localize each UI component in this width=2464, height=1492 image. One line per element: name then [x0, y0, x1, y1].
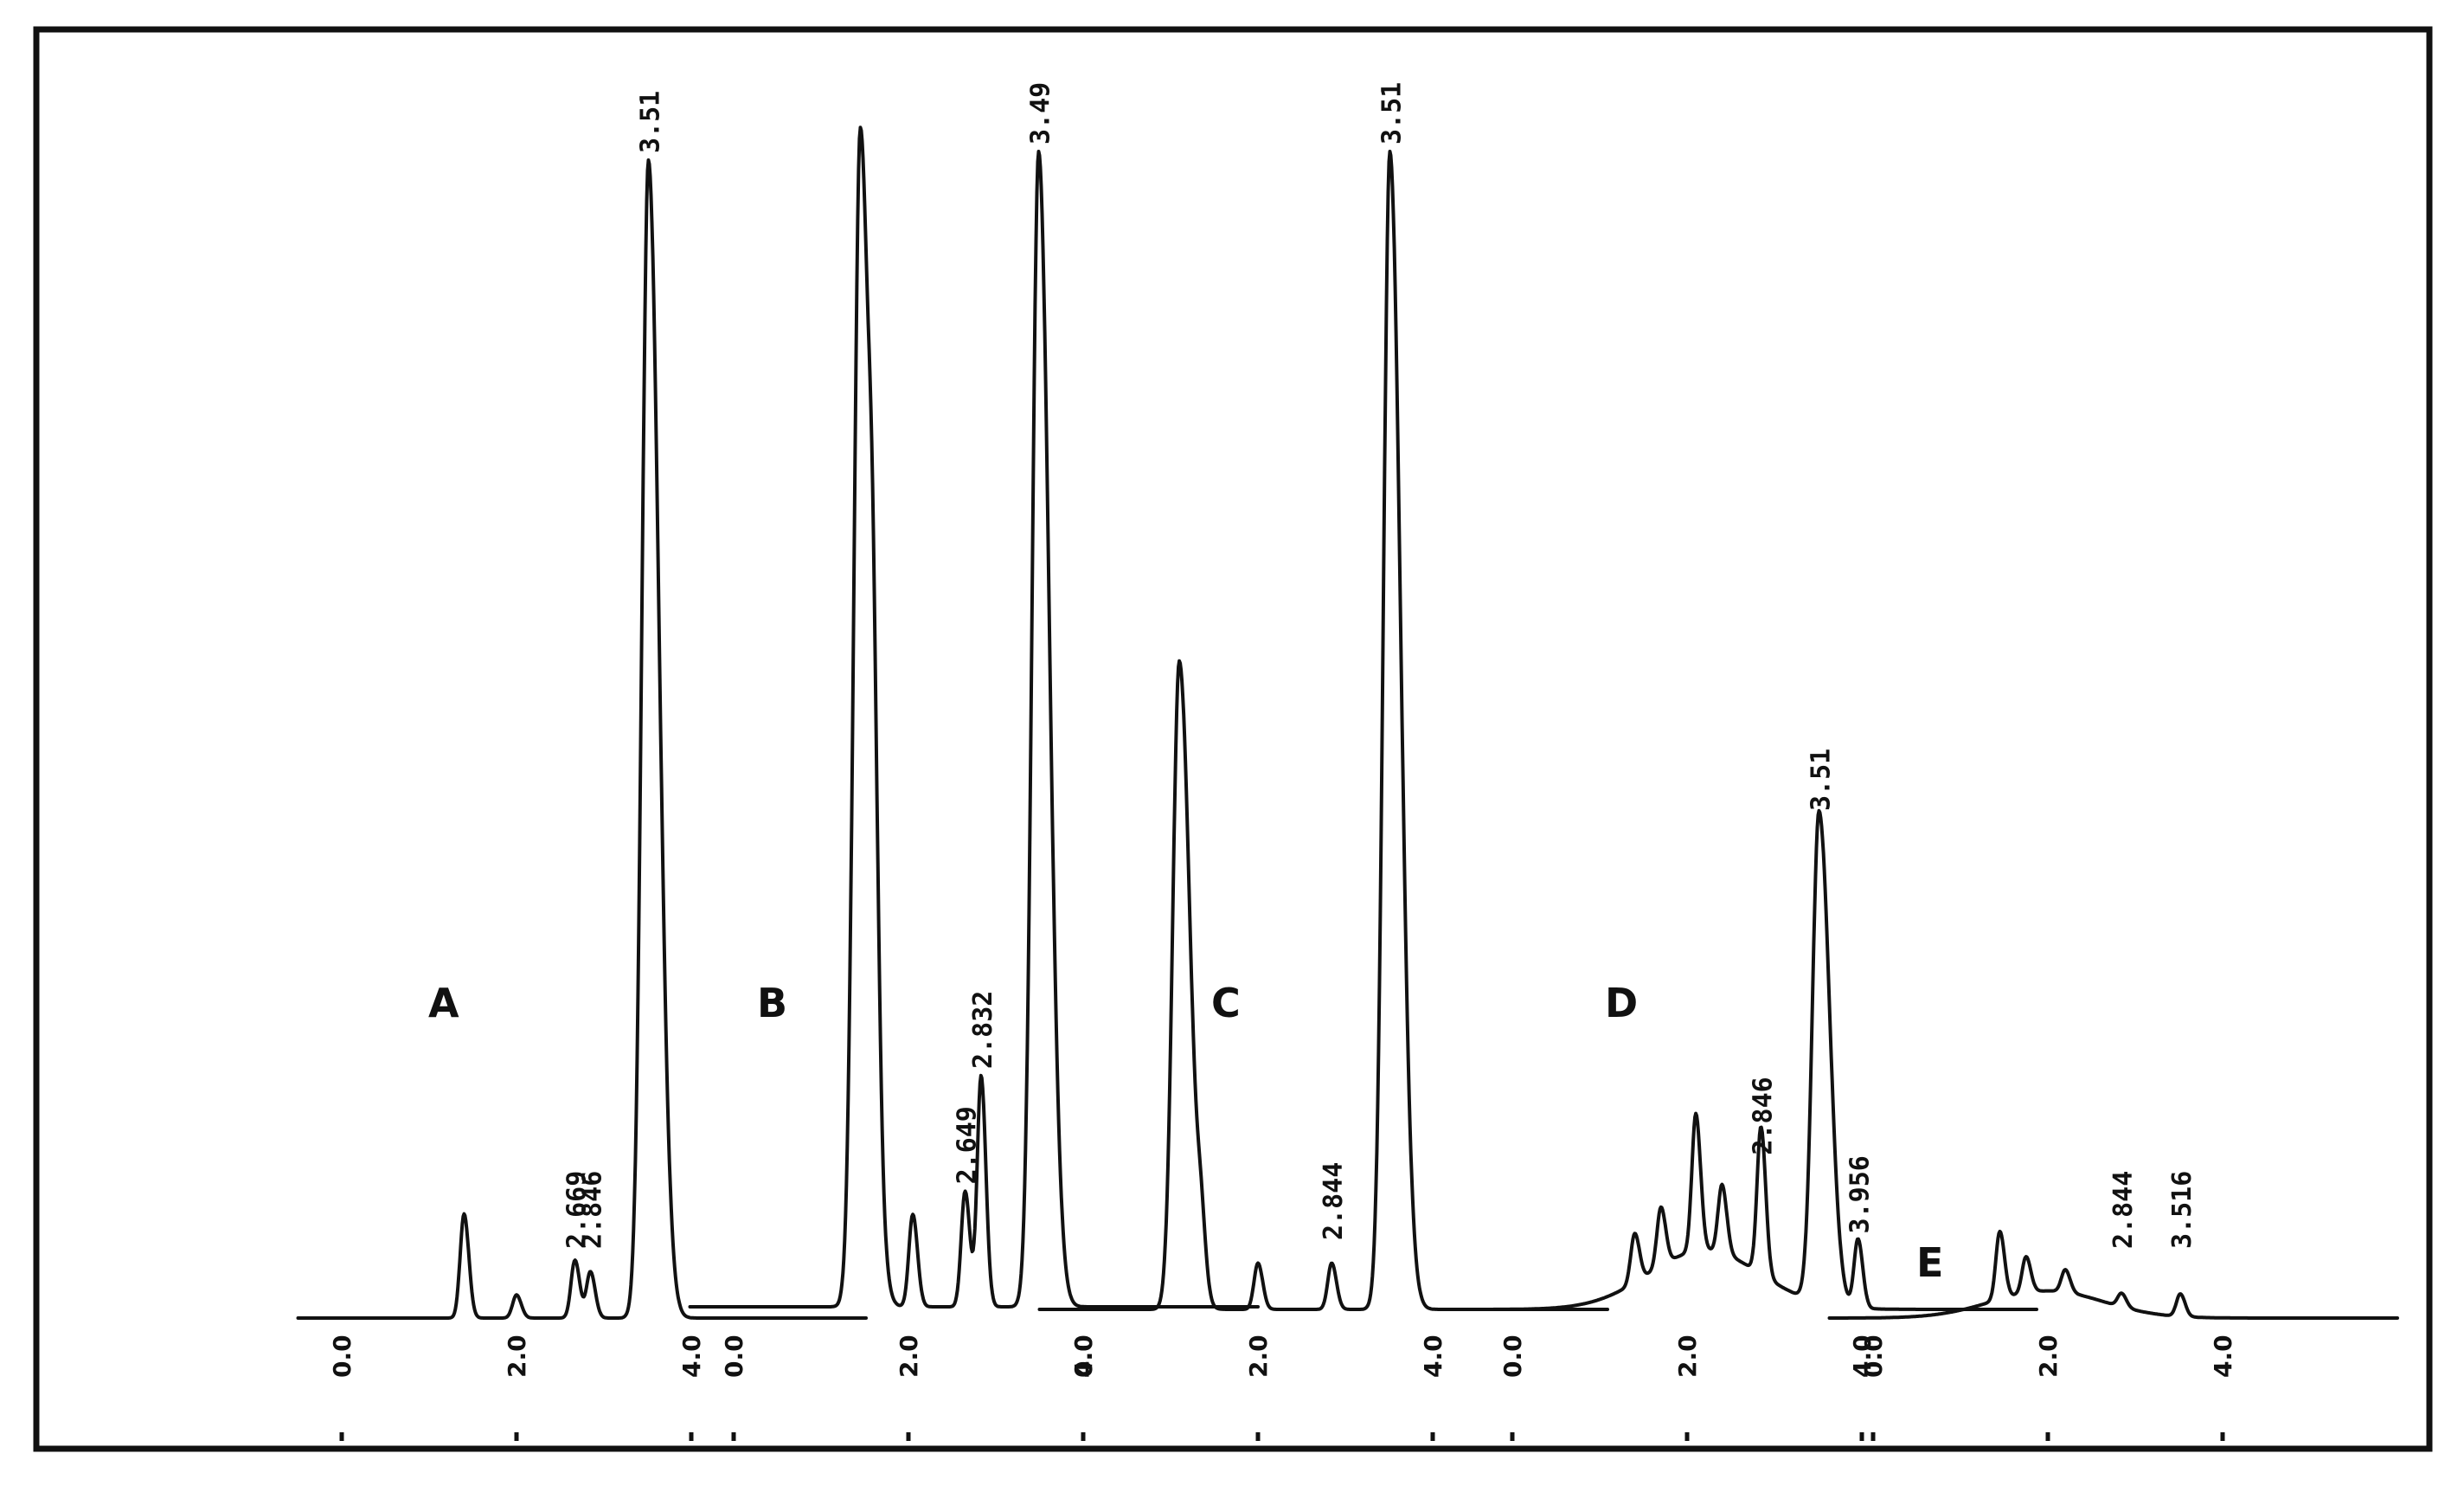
panel-label-a: A [428, 980, 459, 1026]
x-tick-label: 4.0 [1419, 1334, 1447, 1378]
x-tick-label: 0.0 [720, 1334, 748, 1378]
chromatogram-trace-b [688, 125, 1260, 1309]
peak-label: 2.846 [577, 1171, 607, 1249]
x-tick-label: 4.0 [677, 1334, 706, 1378]
x-tick-label: 0.0 [1498, 1334, 1527, 1378]
panel-label-b: B [757, 980, 787, 1026]
figure-frame [33, 26, 2433, 1452]
panel-e: E 2.844 3.516 0.0 2.0 4.0 [1827, 1171, 2399, 1441]
peak-label: 3.51 [1806, 749, 1837, 811]
peak-label: 2.846 [1748, 1077, 1778, 1154]
peak-label: 2.649 [953, 1106, 983, 1184]
panel-label-e: E [1916, 1239, 1943, 1286]
x-tick-label: 0.0 [1859, 1334, 1888, 1378]
chromatogram-trace-d [1466, 808, 2038, 1311]
x-tick-label: 2.0 [503, 1334, 531, 1378]
peak-label: 3.956 [1845, 1155, 1876, 1233]
peak-label: 2.669 [562, 1171, 593, 1249]
panel-label-c: C [1211, 980, 1241, 1026]
panel-label-d: D [1605, 980, 1638, 1026]
x-tick-label: 0.0 [328, 1334, 356, 1378]
peak-label: 3.49 [1025, 82, 1056, 145]
peak-label: 3.51 [1377, 82, 1408, 145]
chromatogram-trace-e [1827, 1229, 2399, 1320]
x-tick-label: 2.0 [2034, 1334, 2063, 1378]
x-tick-label: 0.0 [1069, 1334, 1098, 1378]
peak-label: 2.832 [968, 991, 998, 1069]
x-tick-label: 2.0 [895, 1334, 923, 1378]
peak-label: 2.844 [1319, 1162, 1349, 1240]
x-tick-label: 4.0 [1069, 1334, 1098, 1378]
x-tick-label: 2.0 [1673, 1334, 1702, 1378]
x-tick-label: 4.0 [1848, 1334, 1877, 1378]
panel-b: B 2.649 2.832 3.49 0.0 2.0 4.0 [688, 82, 1260, 1441]
panel-d: D 2.846 3.51 3.956 0.0 2.0 4.0 [1466, 749, 2038, 1441]
x-tick-label: 4.0 [2209, 1334, 2237, 1378]
chromatogram-trace-a [296, 158, 868, 1320]
peak-label: 2.844 [2108, 1171, 2139, 1249]
peak-label: 3.51 [636, 91, 666, 153]
peak-label: 3.516 [2167, 1171, 2198, 1249]
x-tick-label: 2.0 [1244, 1334, 1273, 1378]
